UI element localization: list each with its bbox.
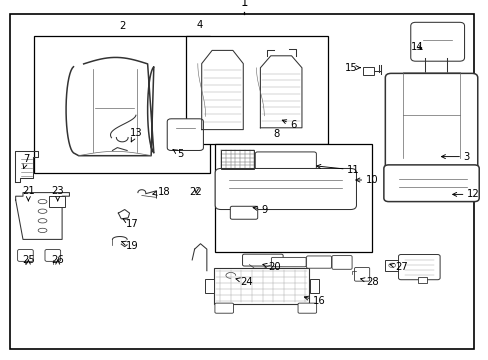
Text: 13: 13	[129, 127, 142, 142]
Text: 25: 25	[22, 255, 35, 265]
Text: 11: 11	[316, 165, 359, 175]
Text: 8: 8	[273, 129, 279, 139]
FancyBboxPatch shape	[385, 73, 477, 175]
FancyBboxPatch shape	[255, 152, 316, 169]
Text: 10: 10	[355, 175, 378, 185]
Text: 2: 2	[119, 21, 125, 31]
Text: 19: 19	[122, 240, 139, 251]
FancyBboxPatch shape	[298, 303, 316, 313]
Text: 12: 12	[452, 189, 479, 199]
Text: 9: 9	[253, 204, 267, 215]
FancyBboxPatch shape	[215, 168, 356, 210]
Bar	[49, 196, 64, 207]
FancyBboxPatch shape	[354, 267, 369, 281]
Bar	[34, 36, 210, 173]
Text: 4: 4	[196, 20, 202, 30]
Text: 27: 27	[389, 262, 407, 272]
FancyBboxPatch shape	[18, 249, 33, 261]
FancyBboxPatch shape	[331, 256, 351, 269]
Ellipse shape	[38, 228, 47, 233]
Bar	[205, 279, 214, 293]
Bar	[385, 260, 398, 271]
FancyBboxPatch shape	[230, 206, 257, 219]
FancyBboxPatch shape	[215, 303, 233, 313]
Bar	[221, 150, 254, 169]
FancyBboxPatch shape	[398, 255, 439, 280]
FancyBboxPatch shape	[167, 119, 203, 150]
Text: 6: 6	[282, 120, 296, 130]
Bar	[417, 277, 426, 283]
FancyBboxPatch shape	[410, 22, 464, 61]
Text: 18: 18	[152, 186, 170, 197]
FancyBboxPatch shape	[271, 257, 305, 267]
Text: 17: 17	[123, 219, 139, 229]
Bar	[214, 268, 309, 304]
Bar	[215, 144, 371, 252]
Bar	[185, 36, 327, 144]
Ellipse shape	[38, 209, 47, 213]
FancyBboxPatch shape	[306, 256, 331, 268]
Text: 1: 1	[240, 0, 248, 9]
Text: 14: 14	[410, 42, 423, 52]
Text: 24: 24	[235, 276, 253, 287]
Text: 5: 5	[173, 149, 183, 159]
Text: 7: 7	[23, 154, 30, 168]
Text: 16: 16	[304, 296, 325, 306]
Text: 15: 15	[344, 63, 360, 73]
Ellipse shape	[38, 219, 47, 223]
Text: 28: 28	[360, 276, 378, 287]
Text: 23: 23	[51, 186, 64, 201]
FancyBboxPatch shape	[383, 165, 478, 202]
Text: 3: 3	[441, 152, 469, 162]
Ellipse shape	[38, 199, 47, 204]
Bar	[362, 67, 373, 75]
Text: 20: 20	[263, 262, 280, 272]
FancyBboxPatch shape	[45, 249, 61, 261]
FancyBboxPatch shape	[242, 254, 283, 266]
Bar	[309, 279, 319, 293]
Text: 21: 21	[22, 186, 35, 201]
Text: 22: 22	[189, 186, 202, 197]
Text: 26: 26	[51, 255, 64, 265]
